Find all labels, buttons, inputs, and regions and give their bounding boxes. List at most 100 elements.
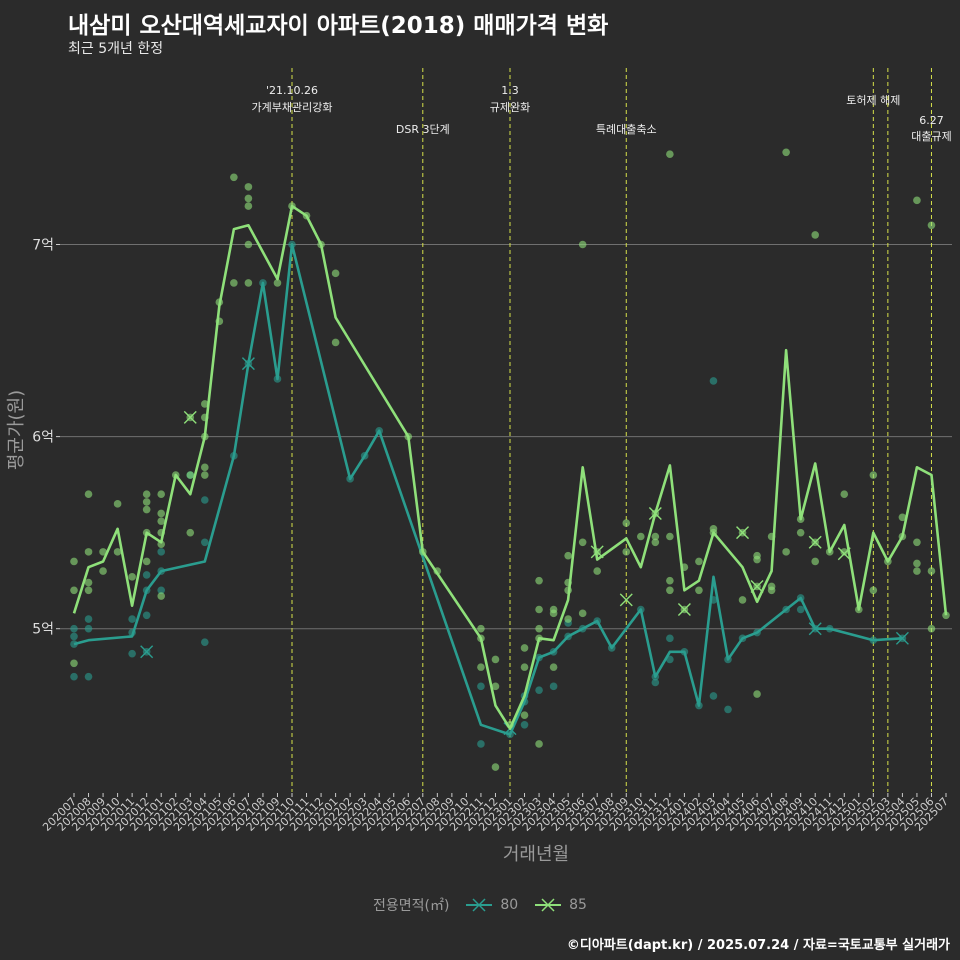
data-point [520,644,529,652]
data-point [724,705,732,714]
data-point [753,690,761,698]
data-point [244,194,253,203]
data-point [157,509,165,518]
data-point [651,678,660,687]
data-point [564,551,572,560]
data-point [84,672,93,681]
data-point [201,471,209,479]
data-point [913,538,921,547]
data-point [578,609,587,618]
data-point [651,538,660,547]
cross-marker [140,645,154,659]
data-point [782,148,790,157]
cross-stroke [808,622,822,636]
cross-marker [677,603,691,616]
y-tick-label: 6억 [32,430,54,446]
data-point [477,740,485,748]
data-point [535,576,543,585]
data-point [869,471,878,479]
data-point [244,202,253,210]
data-point [244,240,253,249]
data-point [709,525,718,533]
data-point [186,528,195,537]
data-point [695,586,703,595]
cross-stroke [736,526,750,540]
event-label: 토허제 해제 [846,93,900,107]
data-point [927,624,936,633]
event-label: 1.3 [501,84,519,97]
chart-title: 내삼미 오산대역세교자이 아파트(2018) 매매가격 변화 [68,13,609,39]
data-point [244,183,253,191]
y-axis-title: 평균가(원) [6,390,27,470]
cross-stroke [241,357,255,371]
x-axis-title: 거래년월 [503,844,569,865]
cross-stroke [837,547,851,561]
cross-marker [837,547,851,561]
data-point [186,471,195,479]
data-point [651,532,660,541]
data-point [520,711,529,719]
data-point [796,528,805,537]
data-point [230,173,238,182]
data-point [811,557,819,566]
data-point [113,500,122,508]
legend: 전용면적(㎡) 80 85 [0,895,960,915]
data-point [128,649,136,658]
legend-key-80-icon [465,897,492,913]
data-point [782,548,790,556]
data-point [520,663,529,671]
data-point [201,538,209,547]
data-point [767,582,776,591]
data-point [666,634,674,643]
data-point [840,548,849,556]
data-point [578,240,587,249]
data-point [201,400,209,408]
data-point [84,615,93,623]
data-point [666,532,674,541]
data-point [564,615,572,623]
series-line-85 [72,204,948,730]
data-point [491,655,500,664]
data-point [142,498,151,506]
data-point [622,548,631,556]
cross-marker [241,357,255,371]
data-point [491,682,500,691]
data-point [840,490,849,499]
data-point [549,682,558,691]
data-point [113,548,122,556]
data-point [84,586,93,595]
data-point [230,279,238,287]
data-point [535,624,543,633]
data-point [70,586,78,595]
data-point [142,505,151,514]
data-point [811,231,819,239]
data-point [201,463,209,472]
data-point [695,557,703,566]
data-point [898,513,907,522]
event-label: 6.27 [919,114,944,127]
cross-marker [808,622,822,636]
cross-stroke [140,645,154,659]
cross-stroke [808,535,822,549]
event-label: '21.10.26 [266,84,318,97]
data-point [70,624,78,633]
series-80 [70,240,909,748]
data-point [244,279,253,287]
cross-stroke [619,593,633,607]
data-point [84,548,93,556]
data-point [84,578,93,587]
data-point [70,557,78,566]
event-label: DSR 3단계 [396,123,450,136]
data-point [709,692,718,700]
data-point [535,740,543,748]
data-point [666,576,674,585]
source-caption: ©디아파트(dapt.kr) / 2025.07.24 / 자료=국토교통부 실… [566,938,950,953]
data-point [157,592,165,600]
legend-key-85-icon [534,897,561,913]
data-point [99,567,107,575]
cross-stroke [895,631,909,645]
data-point [201,496,209,504]
cross-stroke [648,506,662,520]
cross-stroke [183,410,197,424]
data-point [666,586,674,595]
